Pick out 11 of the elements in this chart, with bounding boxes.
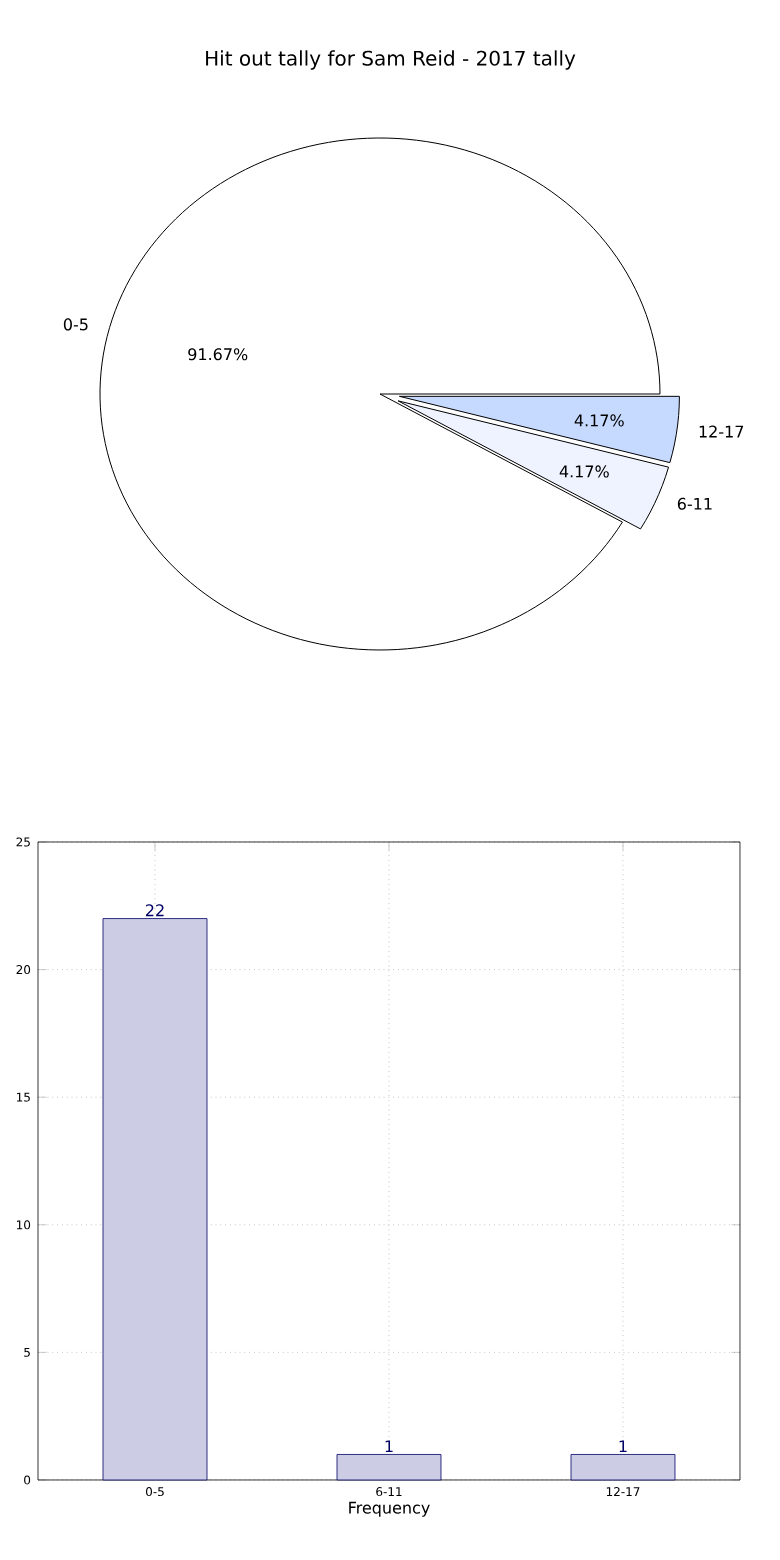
x-axis-title: Frequency: [349, 1501, 430, 1517]
data-label: 91.67%: [188, 348, 248, 361]
data-label: 22: [145, 904, 164, 917]
chart-title: Hit out tally for Sam Reid - 2017 tally: [206, 50, 576, 70]
data-label: 1: [385, 1440, 393, 1453]
data-label: 4.17%: [559, 465, 609, 478]
data-label: 4.17%: [574, 414, 624, 427]
slice-label: 12-17: [699, 425, 744, 438]
slice-label: 6-11: [677, 497, 712, 510]
data-label: 1: [619, 1440, 627, 1453]
slice-label: 0-5: [63, 318, 88, 331]
